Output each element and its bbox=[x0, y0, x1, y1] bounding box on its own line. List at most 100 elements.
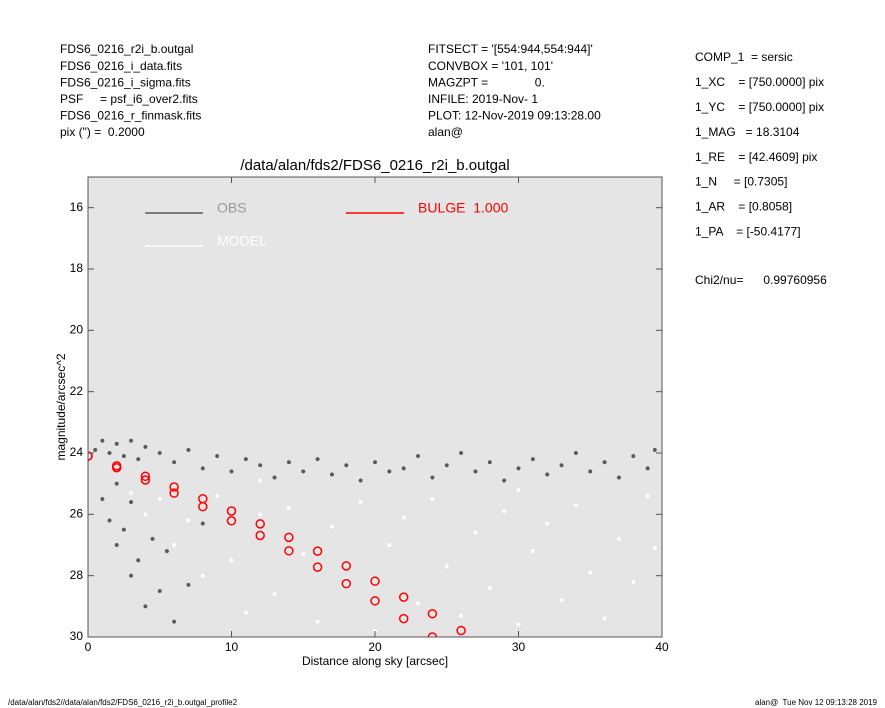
point bbox=[416, 454, 421, 459]
y-tick-label: 30 bbox=[70, 629, 84, 643]
point bbox=[487, 460, 492, 465]
point bbox=[459, 450, 464, 456]
point bbox=[473, 530, 478, 535]
point bbox=[444, 564, 449, 569]
point bbox=[272, 475, 277, 480]
point bbox=[200, 573, 205, 578]
point bbox=[107, 450, 112, 456]
point bbox=[226, 506, 237, 516]
point bbox=[416, 601, 421, 606]
point bbox=[107, 518, 112, 523]
point bbox=[459, 613, 464, 618]
point bbox=[164, 549, 169, 554]
header-left-line: PSF = psf_i6_over2.fits bbox=[60, 92, 198, 106]
point bbox=[341, 578, 352, 589]
header-left-line: FDS6_0216_r2i_b.outgal bbox=[60, 42, 193, 56]
point bbox=[616, 536, 622, 541]
point bbox=[456, 625, 466, 636]
header-right-line: 1_PA = [-50.4177] bbox=[695, 224, 801, 238]
legend-label: BULGE 1.000 bbox=[418, 200, 508, 216]
header-middle-line: INFILE: 2019-Nov- 1 bbox=[428, 92, 538, 106]
point bbox=[645, 493, 650, 498]
header-middle-line: MAGZPT = 0. bbox=[428, 75, 545, 89]
y-tick-label: 28 bbox=[70, 568, 84, 582]
header-right-line: 1_MAG = 18.3104 bbox=[695, 125, 800, 139]
point bbox=[215, 454, 220, 459]
point bbox=[143, 512, 148, 517]
point bbox=[157, 450, 162, 456]
point bbox=[652, 546, 657, 551]
point bbox=[143, 444, 148, 449]
point bbox=[588, 469, 593, 474]
point bbox=[172, 619, 177, 624]
point bbox=[315, 457, 320, 462]
header-left-line: FDS6_0216_r_finmask.fits bbox=[60, 109, 201, 123]
point bbox=[136, 558, 141, 563]
point bbox=[284, 532, 294, 543]
point bbox=[186, 582, 191, 587]
y-tick-label: 18 bbox=[70, 261, 84, 275]
point bbox=[372, 460, 378, 465]
point bbox=[631, 454, 636, 459]
header-left-line: FDS6_0216_i_sigma.fits bbox=[60, 75, 191, 89]
point bbox=[169, 488, 179, 498]
point bbox=[243, 610, 248, 615]
points bbox=[88, 438, 657, 637]
point bbox=[286, 506, 291, 511]
footer-left: /data/alan/fds2//data/alan/fds2/FDS6_021… bbox=[8, 698, 238, 707]
point bbox=[545, 521, 550, 526]
axes: 0 10 20 30 40 16 18 20 22 24 26 28 30 OBS MODEL BULGE 1… bbox=[70, 177, 669, 654]
point bbox=[272, 592, 277, 597]
x-tick-label: 0 bbox=[85, 640, 92, 654]
point bbox=[516, 487, 521, 492]
x-tick-label: 10 bbox=[225, 640, 239, 654]
point bbox=[88, 451, 93, 461]
point bbox=[255, 530, 265, 541]
chart-title: /data/alan/fds2/FDS6_0216_r2i_b.outgal bbox=[240, 157, 509, 174]
point bbox=[157, 588, 162, 594]
y-tick-label: 24 bbox=[70, 445, 84, 459]
point bbox=[301, 552, 306, 557]
header-left-line: pix (") = 0.2000 bbox=[60, 125, 145, 139]
header-right-line: COMP_1 = sersic bbox=[695, 50, 793, 64]
point bbox=[358, 478, 363, 483]
point bbox=[93, 447, 98, 452]
point bbox=[588, 570, 593, 575]
point bbox=[602, 460, 607, 465]
point bbox=[114, 481, 119, 486]
point bbox=[200, 521, 205, 526]
point bbox=[652, 447, 657, 452]
point bbox=[258, 512, 263, 517]
point bbox=[129, 573, 134, 578]
point bbox=[398, 592, 409, 602]
header-middle-line: PLOT: 12-Nov-2019 09:13:28.00 bbox=[428, 109, 601, 123]
point bbox=[312, 546, 323, 556]
point bbox=[229, 469, 234, 474]
header-middle-line: CONVBOX = '101, 101' bbox=[428, 59, 553, 73]
point bbox=[502, 509, 507, 514]
point bbox=[530, 457, 535, 462]
y-tick-label: 22 bbox=[70, 384, 84, 398]
point bbox=[430, 496, 435, 502]
point bbox=[516, 622, 521, 627]
point bbox=[186, 447, 191, 452]
point bbox=[100, 438, 105, 443]
x-tick-label: 40 bbox=[655, 640, 669, 654]
point bbox=[427, 608, 438, 619]
header-middle-line: FITSECT = '[554:944,554:944]' bbox=[428, 42, 593, 56]
point bbox=[100, 496, 105, 502]
point bbox=[129, 500, 134, 505]
point bbox=[140, 471, 151, 482]
point bbox=[129, 490, 134, 495]
point bbox=[172, 542, 177, 548]
plot-area bbox=[87, 176, 663, 638]
point bbox=[200, 466, 205, 471]
point bbox=[301, 469, 306, 474]
point bbox=[157, 496, 162, 502]
point bbox=[172, 460, 177, 465]
point bbox=[114, 441, 119, 446]
y-tick-label: 20 bbox=[70, 323, 84, 337]
point bbox=[258, 463, 263, 468]
point bbox=[121, 454, 126, 459]
